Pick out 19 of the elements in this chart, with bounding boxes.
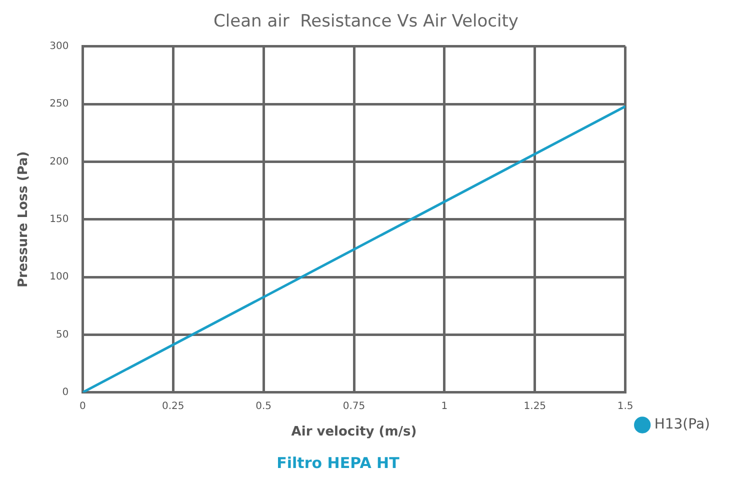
x-tick-label: 0 xyxy=(80,400,86,412)
x-tick-label: 1.25 xyxy=(524,400,546,412)
y-tick-label: 100 xyxy=(50,272,69,283)
x-tick-label: 0.25 xyxy=(162,400,184,412)
x-tick-label: 0.5 xyxy=(256,400,272,412)
y-tick-label: 150 xyxy=(50,214,69,225)
x-tick-label: 0.75 xyxy=(342,400,366,412)
text: Filtro HEPA HT xyxy=(276,454,400,472)
y-axis-title: Pressure Loss (Pa) xyxy=(16,151,32,288)
y-tick-label: 250 xyxy=(50,98,69,110)
x-tick-label: 1 xyxy=(441,400,448,412)
x-axis-title: Air velocity (m/s) xyxy=(291,424,417,440)
y-tick-label: 0 xyxy=(62,386,69,398)
y-tick-label: 300 xyxy=(50,40,69,52)
y-tick-label: 50 xyxy=(56,329,69,340)
x-tick-label: 1.5 xyxy=(617,400,634,412)
chart-title: Clean air Resistance Vs Air Velocity xyxy=(214,12,518,32)
y-tick-label: 200 xyxy=(50,156,69,168)
legend-label: H13(Pa) xyxy=(654,416,710,433)
